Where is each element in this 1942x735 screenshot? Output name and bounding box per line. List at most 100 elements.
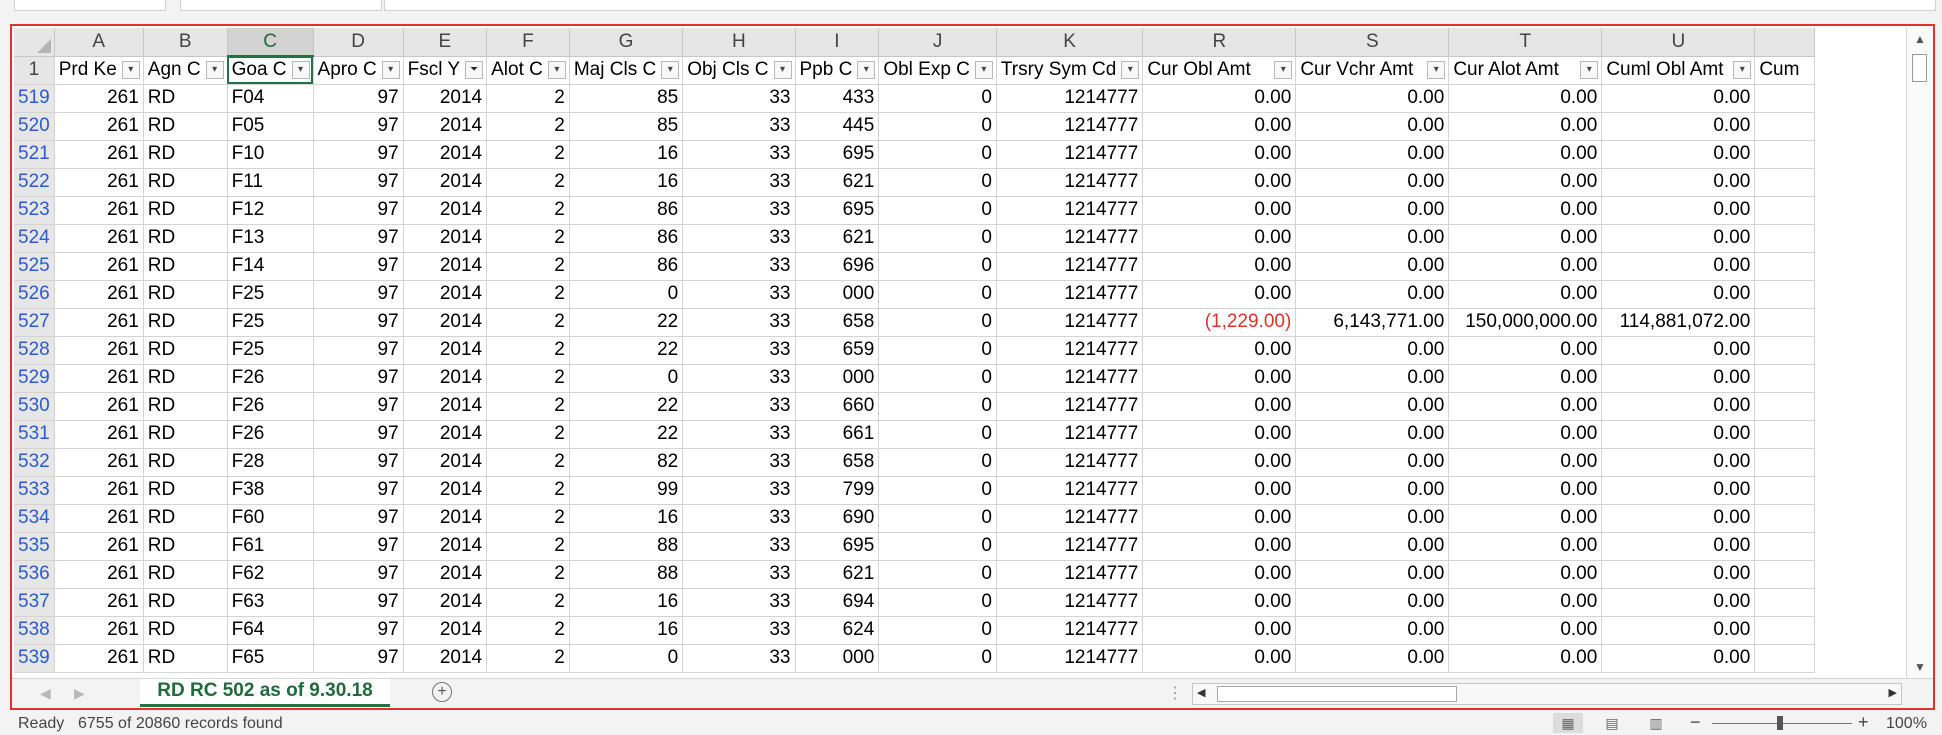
table-cell[interactable]: 33 bbox=[682, 364, 796, 393]
table-cell[interactable] bbox=[1754, 588, 1816, 617]
table-cell[interactable]: 1214777 bbox=[996, 504, 1144, 533]
table-cell[interactable]: 2014 bbox=[403, 616, 488, 645]
table-cell[interactable]: RD bbox=[143, 560, 228, 589]
table-cell[interactable]: 33 bbox=[682, 420, 796, 449]
table-cell[interactable]: 0.00 bbox=[1295, 616, 1450, 645]
table-cell[interactable]: 261 bbox=[54, 308, 144, 337]
table-cell[interactable]: 0.00 bbox=[1601, 560, 1756, 589]
table-cell[interactable]: 445 bbox=[795, 112, 880, 141]
table-cell[interactable]: 0.00 bbox=[1142, 280, 1297, 309]
column-header[interactable]: Cur Obl Amt ▾ bbox=[1142, 56, 1297, 85]
table-cell[interactable]: 0.00 bbox=[1601, 392, 1756, 421]
filter-dropdown-icon[interactable]: ▾ bbox=[1580, 60, 1599, 79]
table-cell[interactable]: 2014 bbox=[403, 168, 488, 197]
table-cell[interactable]: 33 bbox=[682, 280, 796, 309]
table-cell[interactable]: 621 bbox=[795, 560, 880, 589]
table-cell[interactable]: 0.00 bbox=[1601, 140, 1756, 169]
filter-dropdown-icon[interactable]: ▾ bbox=[1733, 60, 1752, 79]
table-cell[interactable]: RD bbox=[143, 252, 228, 281]
page-break-view-icon[interactable]: ▥ bbox=[1649, 715, 1663, 731]
table-cell[interactable]: 0.00 bbox=[1142, 476, 1297, 505]
table-cell[interactable]: 97 bbox=[313, 84, 404, 113]
table-cell[interactable]: 0 bbox=[878, 504, 997, 533]
table-cell[interactable]: 0.00 bbox=[1601, 336, 1756, 365]
table-cell[interactable]: 621 bbox=[795, 224, 880, 253]
table-cell[interactable]: F05 bbox=[227, 112, 314, 141]
table-cell[interactable]: 2014 bbox=[403, 364, 488, 393]
table-cell[interactable]: 2 bbox=[486, 644, 570, 673]
table-cell[interactable]: 0.00 bbox=[1295, 140, 1450, 169]
table-cell[interactable]: 33 bbox=[682, 588, 796, 617]
table-cell[interactable]: 261 bbox=[54, 252, 144, 281]
table-cell[interactable] bbox=[1754, 448, 1816, 477]
zoom-out-button[interactable]: − bbox=[1690, 712, 1701, 732]
filter-dropdown-icon[interactable]: ▾ bbox=[547, 60, 566, 79]
filter-active-icon[interactable]: ⏷ bbox=[465, 60, 484, 79]
table-cell[interactable]: 0 bbox=[878, 560, 997, 589]
vertical-scroll-thumb[interactable] bbox=[1912, 54, 1927, 82]
table-cell[interactable]: 0.00 bbox=[1295, 280, 1450, 309]
table-cell[interactable]: 0.00 bbox=[1142, 420, 1297, 449]
table-cell[interactable]: RD bbox=[143, 112, 228, 141]
table-cell[interactable]: F64 bbox=[227, 616, 314, 645]
row-number[interactable]: 532 bbox=[14, 448, 55, 477]
table-cell[interactable] bbox=[1754, 168, 1816, 197]
table-cell[interactable]: 2014 bbox=[403, 504, 488, 533]
table-cell[interactable]: 97 bbox=[313, 308, 404, 337]
table-cell[interactable]: 2 bbox=[486, 168, 570, 197]
table-cell[interactable]: 1214777 bbox=[996, 364, 1144, 393]
table-cell[interactable]: 0.00 bbox=[1142, 616, 1297, 645]
table-cell[interactable]: 97 bbox=[313, 224, 404, 253]
table-cell[interactable]: 695 bbox=[795, 140, 880, 169]
table-cell[interactable]: 1214777 bbox=[996, 560, 1144, 589]
table-cell[interactable]: 0.00 bbox=[1295, 448, 1450, 477]
table-cell[interactable]: 33 bbox=[682, 532, 796, 561]
table-cell[interactable]: 661 bbox=[795, 420, 880, 449]
row-number[interactable]: 520 bbox=[14, 112, 55, 141]
row-number[interactable]: 535 bbox=[14, 532, 55, 561]
table-cell[interactable]: 2 bbox=[486, 448, 570, 477]
table-cell[interactable]: RD bbox=[143, 588, 228, 617]
table-cell[interactable] bbox=[1754, 420, 1816, 449]
table-cell[interactable] bbox=[1754, 280, 1816, 309]
table-cell[interactable]: 0.00 bbox=[1142, 252, 1297, 281]
table-cell[interactable]: 0.00 bbox=[1295, 476, 1450, 505]
table-cell[interactable]: 2014 bbox=[403, 224, 488, 253]
table-cell[interactable]: 33 bbox=[682, 140, 796, 169]
table-cell[interactable]: 0.00 bbox=[1448, 392, 1603, 421]
table-cell[interactable]: 82 bbox=[569, 448, 684, 477]
table-cell[interactable]: 0 bbox=[878, 448, 997, 477]
table-cell[interactable]: 0.00 bbox=[1295, 504, 1450, 533]
table-cell[interactable]: 1214777 bbox=[996, 532, 1144, 561]
table-cell[interactable]: 16 bbox=[569, 168, 684, 197]
row-number[interactable]: 521 bbox=[14, 140, 55, 169]
column-letter[interactable]: J bbox=[878, 28, 997, 57]
table-cell[interactable]: 0.00 bbox=[1448, 336, 1603, 365]
table-cell[interactable]: RD bbox=[143, 84, 228, 113]
table-cell[interactable]: 0.00 bbox=[1142, 140, 1297, 169]
page-layout-view-icon[interactable]: ▤ bbox=[1605, 715, 1619, 731]
table-cell[interactable]: 0 bbox=[878, 616, 997, 645]
table-cell[interactable] bbox=[1754, 112, 1816, 141]
table-cell[interactable]: 261 bbox=[54, 224, 144, 253]
table-cell[interactable]: 0.00 bbox=[1142, 364, 1297, 393]
table-cell[interactable]: 150,000,000.00 bbox=[1448, 308, 1603, 337]
table-cell[interactable]: 0.00 bbox=[1142, 196, 1297, 225]
table-cell[interactable]: 1214777 bbox=[996, 84, 1144, 113]
table-cell[interactable]: 660 bbox=[795, 392, 880, 421]
table-cell[interactable]: 97 bbox=[313, 168, 404, 197]
table-cell[interactable]: 261 bbox=[54, 616, 144, 645]
table-cell[interactable]: 2014 bbox=[403, 84, 488, 113]
filter-dropdown-icon[interactable]: ▾ bbox=[381, 60, 400, 79]
table-cell[interactable]: 0.00 bbox=[1601, 252, 1756, 281]
table-cell[interactable]: 000 bbox=[795, 280, 880, 309]
column-header[interactable]: Cum bbox=[1754, 56, 1816, 85]
table-cell[interactable]: 2014 bbox=[403, 448, 488, 477]
scroll-down-arrow-icon[interactable]: ▼ bbox=[1914, 660, 1926, 674]
table-cell[interactable]: 0 bbox=[878, 420, 997, 449]
zoom-in-button[interactable]: + bbox=[1858, 712, 1869, 732]
table-cell[interactable]: 0.00 bbox=[1295, 532, 1450, 561]
table-cell[interactable]: 2 bbox=[486, 308, 570, 337]
table-cell[interactable]: 2014 bbox=[403, 308, 488, 337]
table-cell[interactable]: 0.00 bbox=[1448, 532, 1603, 561]
